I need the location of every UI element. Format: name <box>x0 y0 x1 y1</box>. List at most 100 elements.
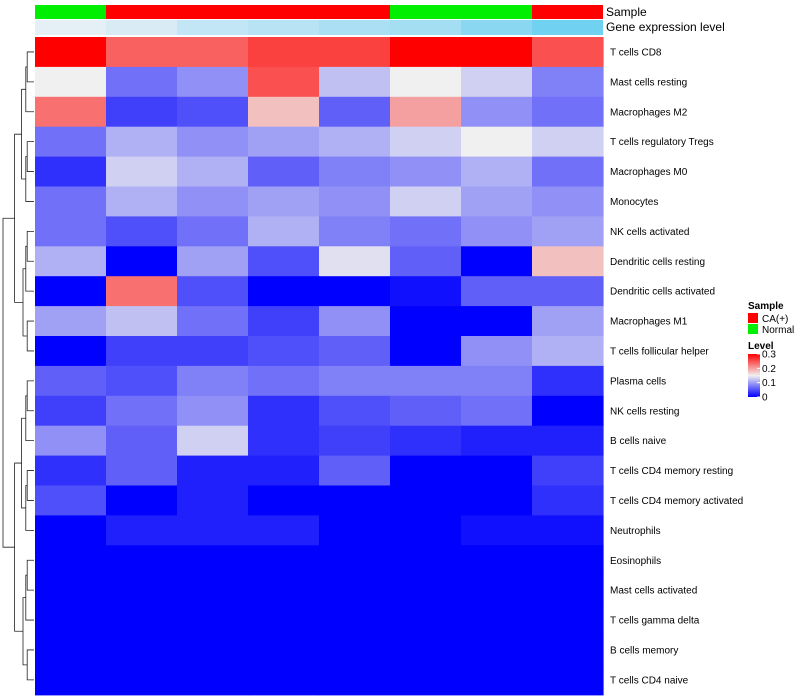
heatmap-cell <box>390 156 462 188</box>
heatmap-cell <box>177 336 249 367</box>
heatmap-cell <box>390 96 462 128</box>
gene-expression-annotation-cell <box>248 20 319 35</box>
heatmap-cell <box>319 575 391 606</box>
gene-expression-annotation-cell <box>106 20 177 35</box>
heatmap-cell <box>532 186 604 217</box>
heatmap-cell <box>177 216 249 247</box>
sample-legend-swatch <box>748 324 758 334</box>
heatmap-cell <box>35 336 107 367</box>
heatmap-cell <box>177 395 249 427</box>
sample-annotation-cell <box>532 5 603 19</box>
heatmap-cell <box>35 455 107 487</box>
heatmap-cell <box>35 306 107 337</box>
heatmap-cell <box>177 96 249 128</box>
heatmap-cell <box>532 425 604 457</box>
heatmap-cell <box>35 664 107 696</box>
sample-track-label: Sample <box>606 5 647 19</box>
row-label: Macrophages M0 <box>610 167 688 178</box>
dendrogram-branch <box>21 417 26 509</box>
heatmap-cell <box>177 276 249 307</box>
heatmap-cell <box>106 515 178 546</box>
heatmap-cell <box>106 37 178 68</box>
heatmap-cell <box>532 306 604 337</box>
row-label: Mast cells activated <box>610 586 697 597</box>
heatmap-cell <box>532 66 604 98</box>
heatmap-cell <box>461 246 533 277</box>
heatmap-cell <box>461 37 533 68</box>
heatmap-cell <box>390 126 462 158</box>
heatmap-cell <box>35 246 107 277</box>
heatmap-cell <box>248 126 320 158</box>
heatmap-cell <box>35 216 107 247</box>
heatmap-cell <box>532 37 604 68</box>
heatmap-cell <box>319 455 391 487</box>
heatmap-cell <box>106 186 178 217</box>
dendrogram-branch <box>26 559 34 591</box>
heatmap-cell <box>35 365 107 397</box>
row-labels: T cells CD8 Mast cells resting Macrophages… <box>610 47 743 686</box>
level-legend-tick-label: 0.3 <box>762 350 776 361</box>
heatmap-cell <box>532 485 604 516</box>
heatmap-cell <box>248 365 320 397</box>
level-legend-tick-label: 0.1 <box>762 378 776 389</box>
row-label: Eosinophils <box>610 556 661 567</box>
heatmap-cell <box>106 635 178 666</box>
heatmap-cell <box>248 66 320 98</box>
heatmap-cell <box>461 395 533 427</box>
heatmap-cell <box>248 156 320 188</box>
sample-annotation-cell <box>390 5 461 19</box>
dendrogram-branch <box>26 649 34 681</box>
heatmap-cell <box>532 605 604 636</box>
row-label: T cells CD4 memory resting <box>610 466 733 477</box>
heatmap-cell <box>319 664 391 696</box>
row-label: T cells follicular helper <box>610 346 709 357</box>
gene-expression-annotation-cell <box>390 20 461 35</box>
sample-annotation-cell <box>35 5 106 19</box>
sample-annotation-cell <box>177 5 248 19</box>
heatmap-cell <box>390 485 462 516</box>
sample-legend: Sample CA(+)Normal <box>748 301 794 336</box>
heatmap-cell <box>532 276 604 307</box>
gene-expression-track-label: Gene expression level <box>606 20 725 34</box>
heatmap-cell <box>248 186 320 217</box>
heatmap-cell <box>532 246 604 277</box>
level-legend-tick-label: 0.2 <box>762 364 776 375</box>
heatmap-cell <box>319 485 391 516</box>
dendrogram-branch <box>21 88 26 180</box>
heatmap-cell <box>35 425 107 457</box>
heatmap-cells <box>35 37 604 696</box>
heatmap-cell <box>106 455 178 487</box>
sample-annotation-cell <box>106 5 177 19</box>
heatmap-cell <box>532 156 604 188</box>
sample-annotation-cell <box>461 5 532 19</box>
row-label: T cells CD4 naive <box>610 675 689 686</box>
heatmap-cell <box>319 156 391 188</box>
heatmap-cell <box>177 605 249 636</box>
heatmap-cell <box>248 306 320 337</box>
heatmap-cell <box>248 664 320 696</box>
sample-legend-label: Normal <box>762 325 794 336</box>
gene-expression-annotation-cell <box>177 20 248 35</box>
heatmap-cell <box>319 66 391 98</box>
gene-expression-annotation-cell <box>532 20 603 35</box>
heatmap-cell <box>177 306 249 337</box>
heatmap-cell <box>390 515 462 546</box>
heatmap-cell <box>248 605 320 636</box>
heatmap-cell <box>390 455 462 487</box>
heatmap-cell <box>177 156 249 188</box>
heatmap-cell <box>461 365 533 397</box>
sample-annotation-cell <box>248 5 319 19</box>
heatmap-cell <box>177 365 249 397</box>
heatmap-cell <box>177 635 249 666</box>
heatmap-cell <box>248 216 320 247</box>
heatmap-cell <box>461 545 533 576</box>
heatmap-cell <box>319 395 391 427</box>
dendrogram-branch <box>26 141 34 172</box>
heatmap-cell <box>390 216 462 247</box>
heatmap-cell <box>177 425 249 457</box>
heatmap-cell <box>390 664 462 696</box>
heatmap-cell <box>319 515 391 546</box>
row-label: NK cells activated <box>610 227 689 238</box>
heatmap-cell <box>461 276 533 307</box>
